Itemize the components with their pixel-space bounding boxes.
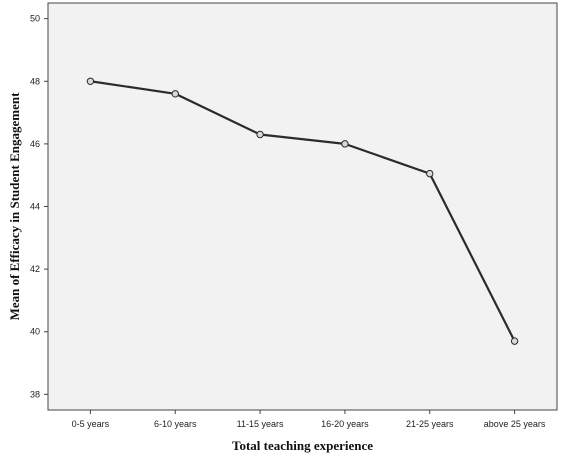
y-axis-title: Mean of Efficacy in Student Engagement	[7, 92, 22, 321]
x-axis-ticks: 0-5 years 6-10 years 11-15 years 16-20 year…	[72, 410, 546, 429]
y-tick-label-0: 38	[30, 389, 40, 399]
x-axis-title: Total teaching experience	[232, 438, 373, 453]
x-tick-label-2: 11-15 years	[237, 419, 284, 429]
y-tick-label-5: 48	[30, 76, 40, 86]
data-point-3	[341, 140, 349, 148]
y-tick-label-6: 50	[30, 14, 40, 24]
x-tick-label-5: above 25 years	[484, 419, 546, 429]
y-tick-label-1: 40	[30, 327, 40, 337]
plot-area	[47, 2, 558, 411]
y-tick-label-3: 44	[30, 202, 40, 212]
y-tick-label-4: 46	[30, 139, 40, 149]
data-point-5	[510, 337, 519, 345]
series-line-0	[90, 80, 516, 342]
x-tick-label-1: 6-10 years	[154, 419, 197, 429]
x-tick-label-4: 21-25 years	[406, 419, 454, 429]
y-tick-label-2: 42	[30, 264, 40, 274]
y-axis-ticks: 38 40 42 44 46 48 50	[30, 14, 48, 399]
x-tick-label-3: 16-20 years	[321, 419, 369, 429]
data-point-0	[86, 77, 95, 85]
data-point-1	[171, 90, 179, 98]
data-point-2	[256, 130, 264, 139]
series-layer	[86, 77, 519, 345]
data-point-4	[426, 169, 434, 178]
x-tick-label-0: 0-5 years	[72, 419, 110, 429]
